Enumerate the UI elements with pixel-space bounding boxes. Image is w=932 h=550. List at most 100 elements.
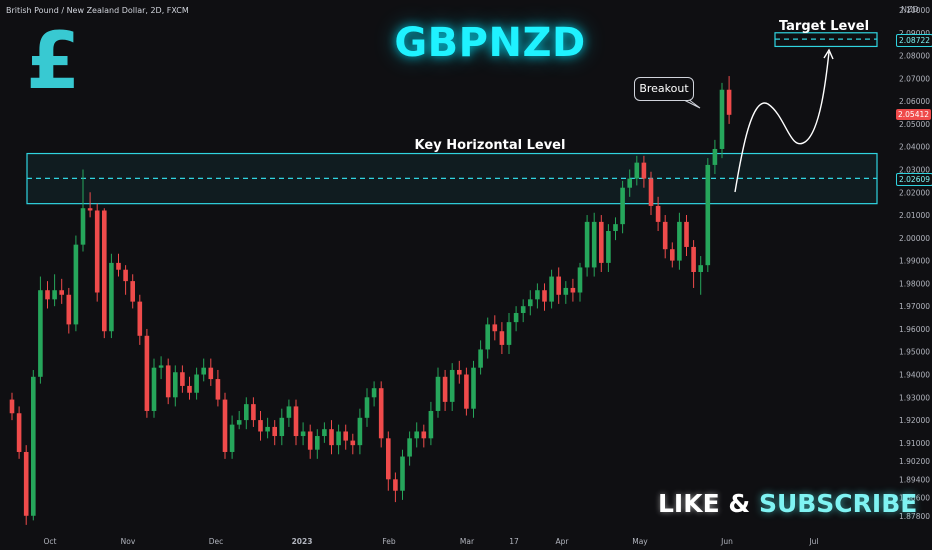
candle-body [215,379,221,400]
y-tick-label: 2.05000 [899,120,930,129]
candle-body [16,413,22,452]
candle-body [606,230,611,263]
breakout-callout: Breakout [634,77,694,101]
subscribe-banner: LIKE & SUBSCRIBE [658,489,917,518]
candle-body [94,210,100,293]
key-level-price-tag: 2.02609 [896,172,932,186]
x-tick-label: 2023 [292,537,313,546]
candle-body [293,406,299,437]
candle-body [393,479,398,491]
candle-body [556,276,561,295]
candle-body [87,208,93,211]
y-tick-label: 1.87800 [899,512,930,521]
candle-body [279,417,285,437]
candle-body [9,399,15,414]
candle-body [457,369,462,375]
y-tick-label: 1.97000 [899,302,930,311]
symbol-info[interactable]: British Pound / New Zealand Dollar, 2D, … [6,6,189,15]
candle-body [222,399,228,452]
candle-body [322,429,327,437]
candle-body [300,431,306,437]
candle-body [343,431,348,441]
candle-body [719,89,725,149]
candle-body [158,365,164,368]
candle-body [705,164,711,266]
candle-body [648,178,654,206]
candle-body [464,374,469,409]
y-tick-label: 2.02000 [899,188,930,197]
candle-body [620,187,625,225]
candle-body [492,324,498,332]
candle-body [471,367,476,409]
pound-sign-icon: £ [26,17,81,107]
y-tick-label: 1.90200 [899,457,930,466]
candle-body [662,221,668,250]
candle-body [45,290,50,300]
candle-body [712,148,718,165]
candle-body [187,385,192,393]
x-tick-label: Dec [209,537,224,546]
key-level-label: Key Horizontal Level [414,138,566,153]
candle-body [59,290,64,295]
y-tick-label: 1.93000 [899,393,930,402]
y-tick-label: 1.95000 [899,348,930,357]
candle-body [570,287,576,293]
candle-body [655,205,661,222]
y-tick-label: 1.99000 [899,257,930,266]
candle-body [201,367,206,375]
candle-body [513,313,519,323]
candle-layer [9,76,732,525]
candle-body [542,290,547,302]
candle-body [386,438,391,480]
y-tick-label: 2.06000 [899,97,930,106]
candle-body [66,294,72,325]
candle-body [109,262,114,332]
candle-body [549,276,554,302]
candle-body [350,440,356,446]
candle-body [599,221,604,263]
candle-body [258,420,263,432]
candle-body [691,246,696,272]
current-price-tag: 2.05412 [896,109,932,121]
candle-body [315,436,320,450]
candle-body [251,404,256,421]
x-tick-label: May [632,537,648,546]
candle-body [137,301,143,336]
candle-body [414,431,419,439]
candle-body [591,221,597,268]
candle-body [272,426,277,437]
projection-path [734,51,830,193]
y-tick-label: 2.08000 [899,52,930,61]
page-title: GBPNZD [394,20,586,66]
candle-body [364,397,370,418]
candle-body [180,372,185,386]
y-tick-label: 2.03000 [899,165,930,174]
candle-body [485,324,490,350]
candle-body [428,410,434,439]
y-tick-label: 1.88600 [899,494,930,503]
y-tick-label: 2.00000 [899,234,930,243]
candle-body [80,208,86,245]
candle-body [31,376,36,516]
candle-body [421,431,427,439]
candle-body [577,267,583,293]
candle-body [329,429,334,446]
y-tick-label: 1.96000 [899,325,930,334]
candle-body [102,210,107,332]
y-tick-label: 1.94000 [899,371,930,380]
x-tick-label: Oct [44,537,57,546]
candle-body [123,269,128,282]
candle-body [535,290,540,300]
candle-body [641,162,647,179]
candle-body [506,322,512,345]
candle-body [52,290,57,300]
candle-body [584,221,590,268]
y-tick-label: 2.01000 [899,211,930,220]
candle-body [336,431,341,446]
zone-layer [26,32,878,205]
target-level-label: Target Level [778,19,870,34]
y-tick-label: 1.89400 [899,475,930,484]
candle-body [23,451,29,516]
x-tick-label: Nov [121,537,136,546]
